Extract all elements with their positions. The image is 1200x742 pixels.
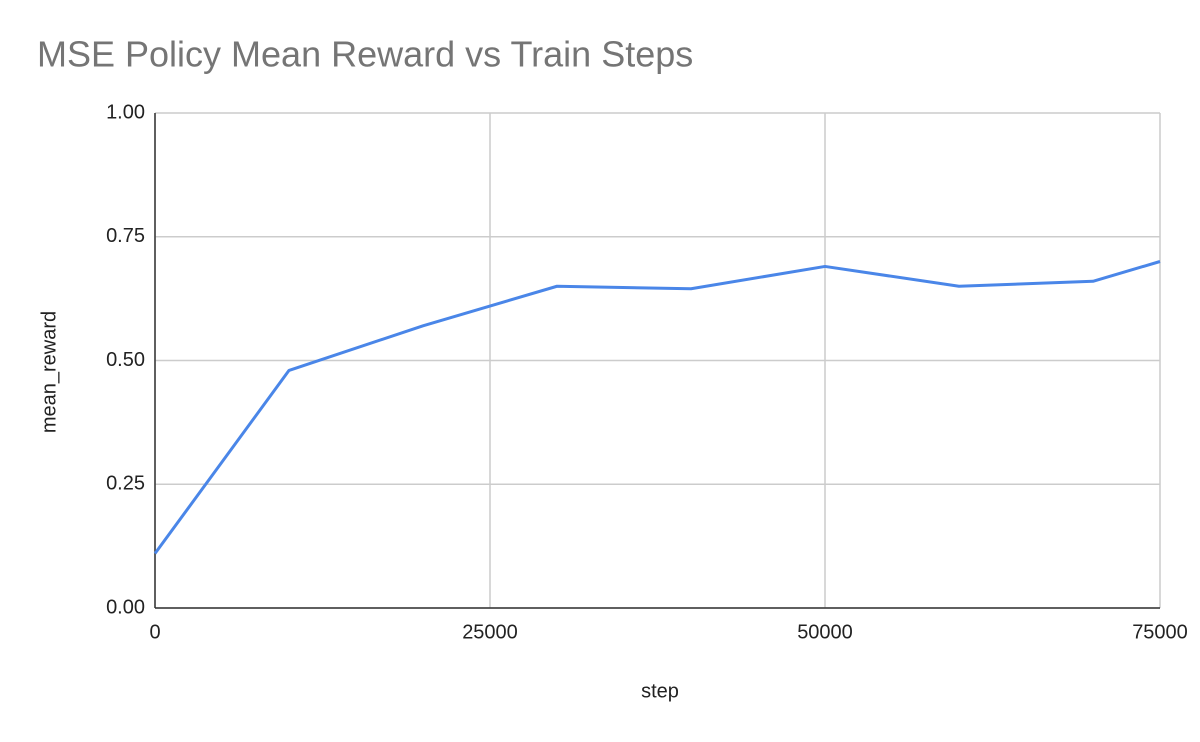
y-axis-label: mean_reward [38,311,60,433]
chart-title: MSE Policy Mean Reward vs Train Steps [37,34,693,75]
x-tick-label: 50000 [797,621,853,643]
x-tick-label: 75000 [1132,621,1188,643]
y-tick-label: 0.75 [106,225,145,247]
y-tick-label: 0.50 [106,349,145,371]
data-line [153,260,1161,555]
y-tick-label: 0.00 [106,596,145,618]
y-tick-label: 1.00 [106,101,145,123]
x-axis-label: step [641,680,679,702]
y-tick-label: 0.25 [106,473,145,495]
x-tick-label: 0 [149,621,160,643]
x-tick-label: 25000 [462,621,518,643]
